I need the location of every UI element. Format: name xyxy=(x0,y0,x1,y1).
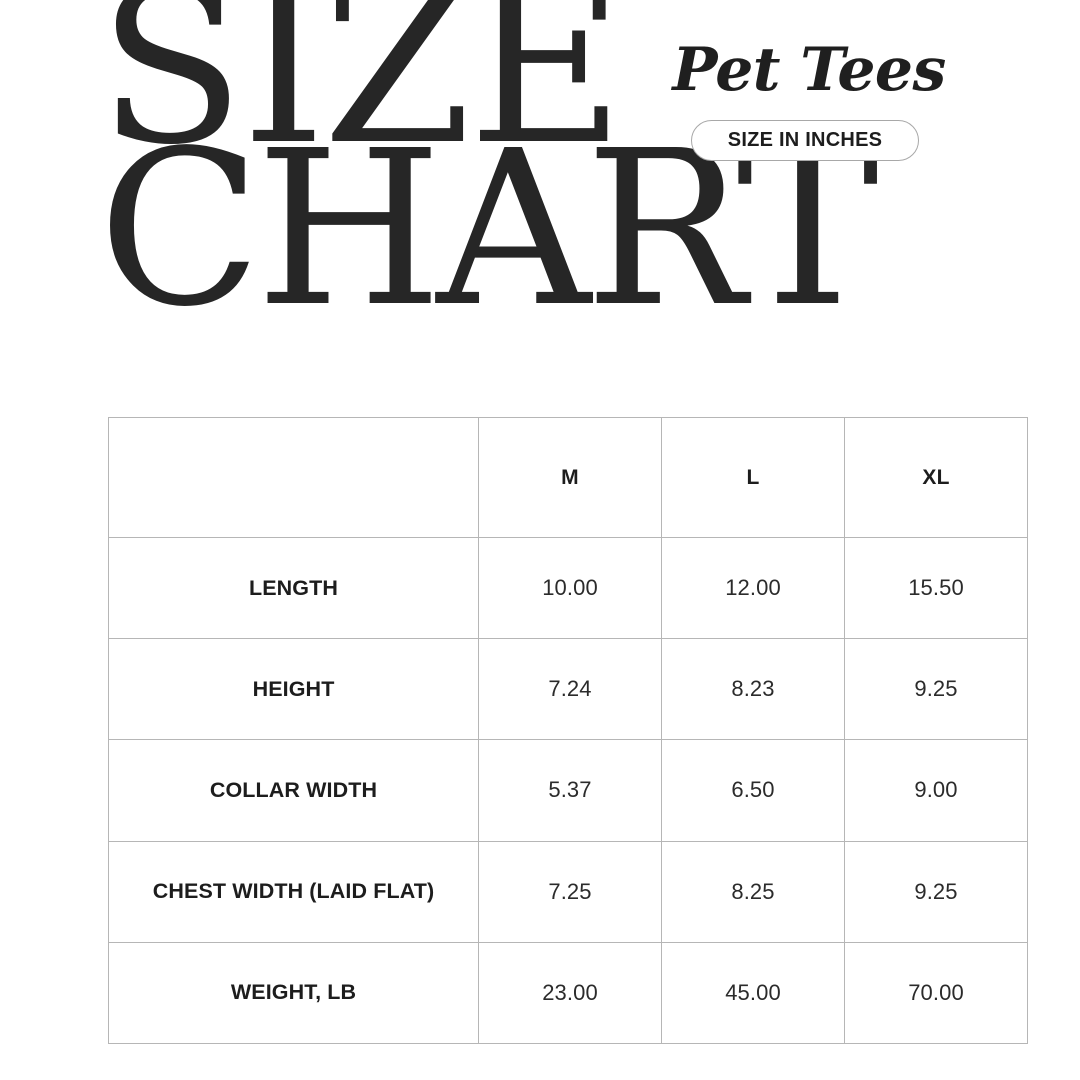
units-badge: SIZE IN INCHES xyxy=(691,120,919,161)
title-line-chart: CHART xyxy=(98,105,879,355)
brand-block: Pet Tees SIZE IN INCHES xyxy=(655,40,955,161)
size-table: M L XL LENGTH 10.00 12.00 15.50 HEIGHT 7… xyxy=(108,417,1028,1045)
cell-collar-width-m: 5.37 xyxy=(478,739,662,842)
row-label-chest-width: CHEST WIDTH (LAID FLAT) xyxy=(108,840,479,943)
table-row: HEIGHT 7.24 8.23 9.25 xyxy=(108,638,1028,741)
table-row: LENGTH 10.00 12.00 15.50 xyxy=(108,536,1028,640)
cell-length-l: 12.00 xyxy=(661,536,845,640)
header: SIZE CHART Pet Tees SIZE IN INCHES xyxy=(0,0,1080,400)
table-row: CHEST WIDTH (LAID FLAT) 7.25 8.25 9.25 xyxy=(108,840,1028,943)
column-header-xl: XL xyxy=(844,417,1028,538)
row-label-length: LENGTH xyxy=(108,536,479,640)
cell-collar-width-l: 6.50 xyxy=(661,739,845,842)
row-label-height: HEIGHT xyxy=(108,638,479,741)
cell-chest-width-xl: 9.25 xyxy=(844,840,1028,943)
table-header-row: M L XL xyxy=(108,417,1028,538)
cell-weight-xl: 70.00 xyxy=(844,941,1028,1045)
cell-chest-width-m: 7.25 xyxy=(478,840,662,943)
row-label-collar-width: COLLAR WIDTH xyxy=(108,739,479,842)
column-header-l: L xyxy=(661,417,845,538)
table-corner-cell xyxy=(108,417,479,538)
brand-name: Pet Tees xyxy=(672,35,946,105)
table-row: COLLAR WIDTH 5.37 6.50 9.00 xyxy=(108,739,1028,842)
row-label-weight: WEIGHT, LB xyxy=(108,941,479,1045)
cell-height-xl: 9.25 xyxy=(844,638,1028,741)
column-header-m: M xyxy=(478,417,662,538)
cell-collar-width-xl: 9.00 xyxy=(844,739,1028,842)
cell-chest-width-l: 8.25 xyxy=(661,840,845,943)
units-badge-label: SIZE IN INCHES xyxy=(727,129,883,151)
table-header: M L XL xyxy=(108,417,1028,538)
cell-weight-m: 23.00 xyxy=(478,941,662,1045)
cell-length-xl: 15.50 xyxy=(844,536,1028,640)
table-row: WEIGHT, LB 23.00 45.00 70.00 xyxy=(108,941,1028,1045)
cell-weight-l: 45.00 xyxy=(661,941,845,1045)
size-table-container: M L XL LENGTH 10.00 12.00 15.50 HEIGHT 7… xyxy=(108,417,1028,1045)
cell-height-m: 7.24 xyxy=(478,638,662,741)
cell-length-m: 10.00 xyxy=(478,536,662,640)
table-body: LENGTH 10.00 12.00 15.50 HEIGHT 7.24 8.2… xyxy=(108,536,1028,1045)
title-line-size: SIZE xyxy=(98,0,624,192)
cell-height-l: 8.23 xyxy=(661,638,845,741)
